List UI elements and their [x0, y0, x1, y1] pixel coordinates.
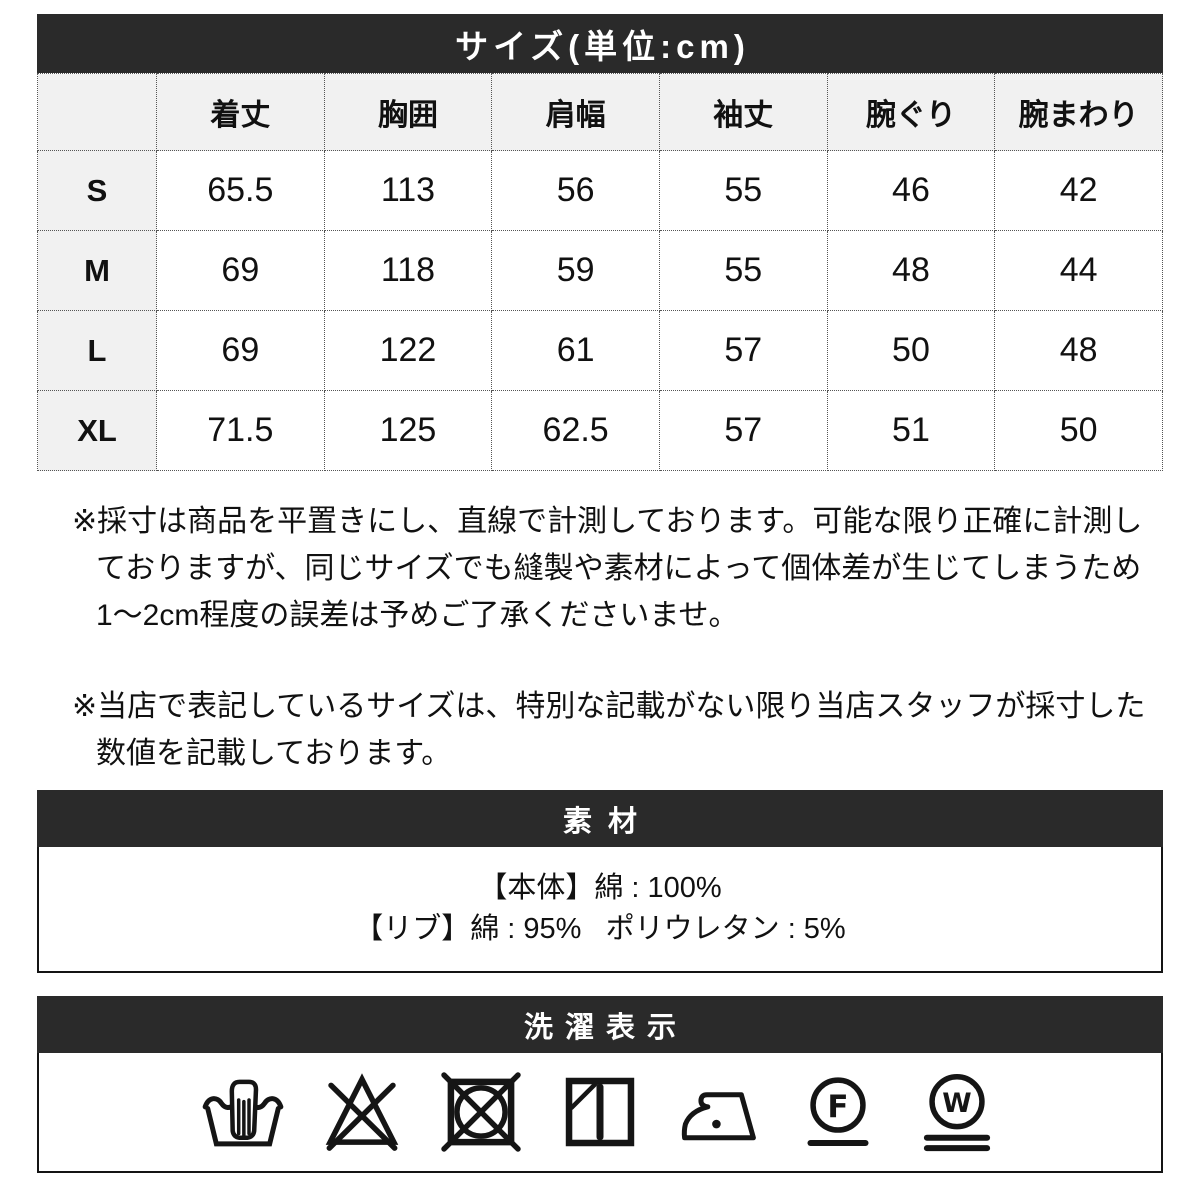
- size-cell: 50: [994, 390, 1163, 471]
- size-chart-title-bar: サイズ(単位:cm): [37, 14, 1163, 73]
- laundry-title: 洗濯表示: [523, 1011, 688, 1044]
- measurement-notes: ※採寸は商品を平置きにし、直線で計測しております。可能な限り正確に計測し ており…: [37, 498, 1163, 777]
- size-cell: 55: [658, 150, 828, 231]
- size-cell: 69: [156, 310, 325, 391]
- note-measurement-tolerance: ※採寸は商品を平置きにし、直線で計測しております。可能な限り正確に計測し ており…: [72, 498, 1163, 639]
- laundry-section: 洗濯表示: [37, 996, 1163, 1173]
- note-staff-measured: ※当店で表記しているサイズは、特別な記載がない限り当店スタッフが採寸した 数値を…: [72, 683, 1163, 777]
- size-cell: 42: [994, 150, 1163, 231]
- column-header-arm-circumference: 腕まわり: [994, 73, 1163, 151]
- material-title-bar: 素材: [37, 790, 1163, 847]
- size-cell: 57: [658, 390, 828, 471]
- size-cell: 113: [323, 150, 493, 231]
- size-row-label: S: [37, 150, 157, 231]
- size-cell: 69: [156, 230, 325, 311]
- line-dry-in-shade-icon: [557, 1069, 643, 1155]
- size-cell: 122: [323, 310, 493, 391]
- column-header-chest: 胸囲: [323, 73, 493, 151]
- size-cell: 55: [658, 230, 828, 311]
- size-chart-header-row: 着丈 胸囲 肩幅 袖丈 腕ぐり 腕まわり: [37, 73, 1163, 151]
- size-cell: 125: [323, 390, 493, 471]
- material-title: 素材: [562, 805, 653, 838]
- size-row-m: M 69 118 59 55 48 44: [37, 230, 1163, 311]
- size-row-xl: XL 71.5 125 62.5 57 51 50: [37, 390, 1163, 471]
- corner-cell: [37, 73, 157, 151]
- svg-text:F: F: [827, 1089, 848, 1125]
- size-cell: 59: [491, 230, 660, 311]
- wet-clean-very-gentle-icon: W: [914, 1069, 1000, 1155]
- product-size-info: サイズ(単位:cm) 着丈 胸囲 肩幅 袖丈 腕ぐり 腕まわり S 65.5 1…: [37, 14, 1163, 1173]
- size-cell: 48: [994, 310, 1163, 391]
- size-cell: 56: [491, 150, 660, 231]
- svg-text:W: W: [942, 1088, 971, 1119]
- do-not-bleach-icon: [319, 1069, 405, 1155]
- size-row-l: L 69 122 61 57 50 48: [37, 310, 1163, 391]
- size-cell: 65.5: [156, 150, 325, 231]
- size-cell: 46: [826, 150, 996, 231]
- size-cell: 61: [491, 310, 660, 391]
- laundry-symbols-box: F W: [37, 1053, 1163, 1173]
- size-row-label: L: [37, 310, 157, 391]
- laundry-title-bar: 洗濯表示: [37, 996, 1163, 1053]
- note-line: 1〜2cm程度の誤差は予めご了承くださいませ。: [96, 599, 739, 632]
- note-line: ておりますが、同じサイズでも縫製や素材によって個体差が生じてしまうため: [96, 552, 1142, 585]
- iron-low-temperature-icon: [676, 1069, 762, 1155]
- material-line-body: 【本体】綿 : 100%: [478, 872, 722, 904]
- column-header-armhole: 腕ぐり: [826, 73, 996, 151]
- size-cell: 57: [658, 310, 828, 391]
- column-header-shoulder: 肩幅: [491, 73, 660, 151]
- size-cell: 51: [826, 390, 996, 471]
- note-line: ※採寸は商品を平置きにし、直線で計測しております。可能な限り正確に計測し: [72, 505, 1143, 538]
- material-line-rib: 【リブ】綿 : 95% ポリウレタン : 5%: [354, 913, 846, 945]
- size-chart-title: サイズ(単位:cm): [455, 27, 750, 65]
- size-cell: 118: [323, 230, 493, 311]
- size-row-s: S 65.5 113 56 55 46 42: [37, 150, 1163, 231]
- size-cell: 48: [826, 230, 996, 311]
- column-header-sleeve: 袖丈: [658, 73, 828, 151]
- note-line: 数値を記載しております。: [96, 737, 452, 770]
- material-box: 【本体】綿 : 100% 【リブ】綿 : 95% ポリウレタン : 5%: [37, 847, 1163, 973]
- dry-clean-petroleum-gentle-icon: F: [795, 1069, 881, 1155]
- size-chart-table: 着丈 胸囲 肩幅 袖丈 腕ぐり 腕まわり S 65.5 113 56 55 46…: [37, 73, 1163, 471]
- size-cell: 62.5: [491, 390, 660, 471]
- do-not-tumble-dry-icon: [438, 1069, 524, 1155]
- size-cell: 71.5: [156, 390, 325, 471]
- size-row-label: XL: [37, 390, 157, 471]
- hand-wash-icon: [200, 1069, 286, 1155]
- size-row-label: M: [37, 230, 157, 311]
- note-line: ※当店で表記しているサイズは、特別な記載がない限り当店スタッフが採寸した: [72, 690, 1146, 723]
- size-cell: 50: [826, 310, 996, 391]
- column-header-body-length: 着丈: [156, 73, 325, 151]
- size-cell: 44: [994, 230, 1163, 311]
- material-section: 素材 【本体】綿 : 100% 【リブ】綿 : 95% ポリウレタン : 5%: [37, 790, 1163, 973]
